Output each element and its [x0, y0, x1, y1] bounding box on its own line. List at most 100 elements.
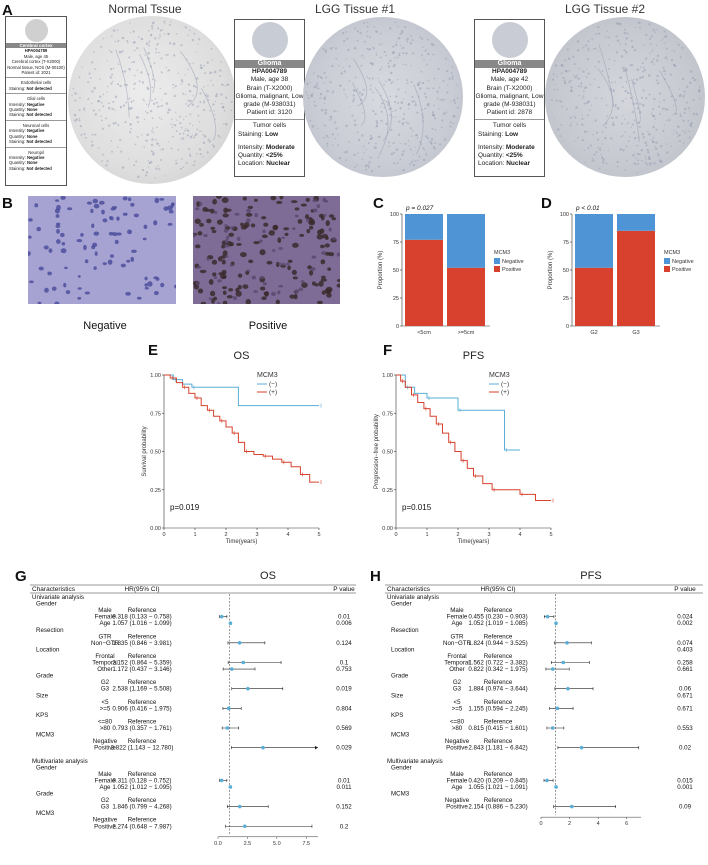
tissue-dot: [127, 42, 129, 44]
tissue-dot: [373, 146, 376, 149]
row-label: Location: [36, 646, 60, 653]
tissue-dot: [593, 158, 595, 161]
tissue-dot: [391, 51, 395, 55]
staining-row: Staining: Low: [478, 130, 519, 138]
tissue-dot: [383, 106, 386, 109]
tissue-dot: [681, 77, 685, 81]
tissue-dot: [616, 160, 619, 164]
tissue-dot: [167, 69, 170, 72]
tissue-dot: [681, 46, 684, 49]
tissue-dot: [381, 120, 384, 122]
tissue-dot: [194, 134, 197, 137]
y-axis-label: Progression−free probability: [374, 414, 380, 489]
tissue-vessel: [598, 44, 615, 107]
tissue-dot: [170, 118, 173, 121]
bar-positive: [405, 239, 443, 326]
tissue-dot: [565, 70, 568, 73]
cell-nucleus: [221, 259, 226, 265]
tissue-dot: [184, 93, 187, 96]
tissue-dot: [117, 40, 119, 43]
tissue-dot: [387, 62, 390, 65]
quantity-row: Quantity: None: [9, 107, 38, 113]
tissue-dot: [210, 47, 213, 50]
tissue-dot: [81, 66, 83, 68]
tissue-dot: [418, 81, 421, 84]
cell-type: Glial cells: [27, 96, 45, 102]
row-label: Resection: [391, 627, 419, 634]
tissue-dot: [635, 102, 638, 105]
tissue-dot: [409, 162, 412, 165]
tissue-dot: [580, 82, 583, 85]
tissue-dot: [375, 30, 378, 33]
tissue-dot: [92, 109, 96, 112]
antibody-id: HPA004789: [252, 68, 287, 76]
tissue-dot: [87, 98, 89, 101]
tissue-dot: [361, 54, 364, 57]
tissue-dot: [158, 145, 160, 147]
tissue-dot: [179, 115, 181, 118]
tissue-dot: [145, 139, 148, 142]
tissue-dot: [221, 106, 224, 108]
tissue-dot: [334, 138, 336, 140]
patient-line: grade (M-938031): [243, 101, 296, 109]
cell-nucleus: [244, 221, 250, 228]
cell-nucleus: [56, 228, 60, 234]
tissue-dot: [449, 125, 452, 128]
tissue-dot: [600, 153, 602, 156]
tissue-dot: [409, 148, 412, 151]
tissue-dot: [451, 75, 454, 78]
cell-nucleus: [217, 256, 223, 262]
tissue-dot: [575, 74, 578, 77]
cell-nucleus: [125, 291, 131, 296]
tissue-dot: [442, 112, 446, 116]
tissue-dot: [650, 60, 654, 64]
tissue-dot: [353, 46, 357, 50]
row-label: GTR: [98, 633, 112, 640]
tissue-dot: [219, 136, 221, 139]
cell-nucleus: [223, 228, 229, 233]
tissue-dot: [110, 68, 113, 71]
tissue-dot: [629, 64, 632, 67]
hr-point: [219, 778, 224, 783]
patient-line: Glioma, malignant, Low: [235, 92, 304, 100]
tissue-dot: [408, 102, 411, 106]
cell-nucleus: [224, 239, 229, 243]
cell-nucleus: [193, 233, 196, 238]
tissue-dot: [432, 44, 435, 47]
tissue-dot: [574, 76, 577, 79]
tissue-dot: [151, 127, 154, 129]
cell-nucleus: [153, 276, 159, 280]
tissue-dot: [129, 123, 132, 126]
tissue-dot: [623, 118, 626, 121]
tissue-dot: [345, 159, 347, 162]
row-hr: 0.311 (0.128 − 0.752): [113, 777, 172, 784]
tissue-dot: [164, 54, 167, 56]
tissue-dot: [222, 106, 225, 109]
tissue-dot: [614, 103, 617, 107]
tissue-dot: [117, 146, 119, 148]
tissue-dot: [669, 86, 671, 88]
quantity-row: Quantity: None: [9, 133, 38, 139]
row-label: Female: [447, 777, 468, 784]
tissue-dot: [222, 106, 225, 108]
tissue-dot: [404, 142, 407, 145]
tissue-dot: [133, 41, 136, 44]
tissue-dot: [397, 78, 399, 81]
tissue-dot: [593, 153, 596, 156]
tissue-dot: [423, 149, 426, 151]
tissue-dot: [159, 35, 161, 37]
caption-negative: Negative: [83, 320, 127, 332]
tissue-dot: [158, 37, 160, 39]
tissue-dot: [427, 79, 430, 82]
row-hr: Reference: [128, 699, 157, 706]
tissue-dot: [688, 136, 691, 139]
tissue-dot: [342, 31, 345, 35]
tissue-dot: [654, 31, 656, 33]
y-tick-label: 0.50: [150, 450, 161, 456]
tissue-dot: [584, 86, 587, 89]
tissue-dot: [699, 86, 701, 88]
legend-label: (−): [269, 381, 277, 388]
tissue-dot: [368, 48, 371, 51]
